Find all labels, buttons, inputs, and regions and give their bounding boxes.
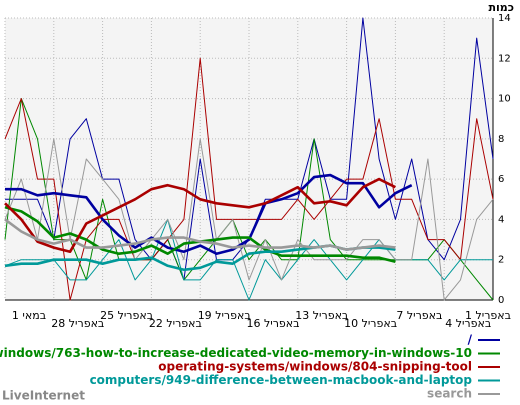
x-tick-label: 22 באפריל (149, 317, 202, 330)
y-axis-label: כמות (489, 1, 514, 14)
legend-label: operating-systems/windows/804-snipping-t… (158, 360, 472, 374)
y-tick-label: 6 (498, 174, 504, 185)
y-tick-label: 8 (498, 134, 504, 145)
x-tick-label: 28 באפריל (51, 317, 104, 330)
trend-line (4, 177, 396, 253)
footer: LiveInternet (2, 389, 85, 403)
y-tick-label: 2 (498, 255, 504, 266)
legend-label: ms/windows/763-how-to-increase-dedicated… (0, 346, 472, 360)
y-tick-label: 10 (498, 94, 511, 105)
legend-label: computers/949-difference-between-macbook… (90, 373, 473, 387)
x-tick-label: 7 באפריל (396, 309, 442, 322)
trend-line (5, 173, 413, 255)
x-tick-label: 19 באפריל (198, 309, 251, 322)
x-tick-label: 1 במאי (12, 309, 46, 322)
x-tick-label: 16 באפריל (246, 317, 299, 330)
trend-line (4, 218, 396, 251)
y-tick-label: 4 (498, 214, 504, 225)
y-tick-label: 14 (498, 13, 511, 24)
legend-label: / (468, 333, 473, 347)
y-tick-label: 0 (498, 295, 504, 306)
y-tick-label: 12 (498, 53, 511, 64)
x-tick-label: 4 באפריל (445, 317, 491, 330)
x-tick-label: 1 באפריל (465, 309, 511, 322)
x-tick-label: 25 באפריל (100, 309, 153, 322)
x-tick-label: 10 באפריל (344, 317, 397, 330)
x-tick-label: 13 באפריל (295, 309, 348, 322)
legend-label: search (427, 387, 472, 401)
data-line (4, 138, 494, 301)
